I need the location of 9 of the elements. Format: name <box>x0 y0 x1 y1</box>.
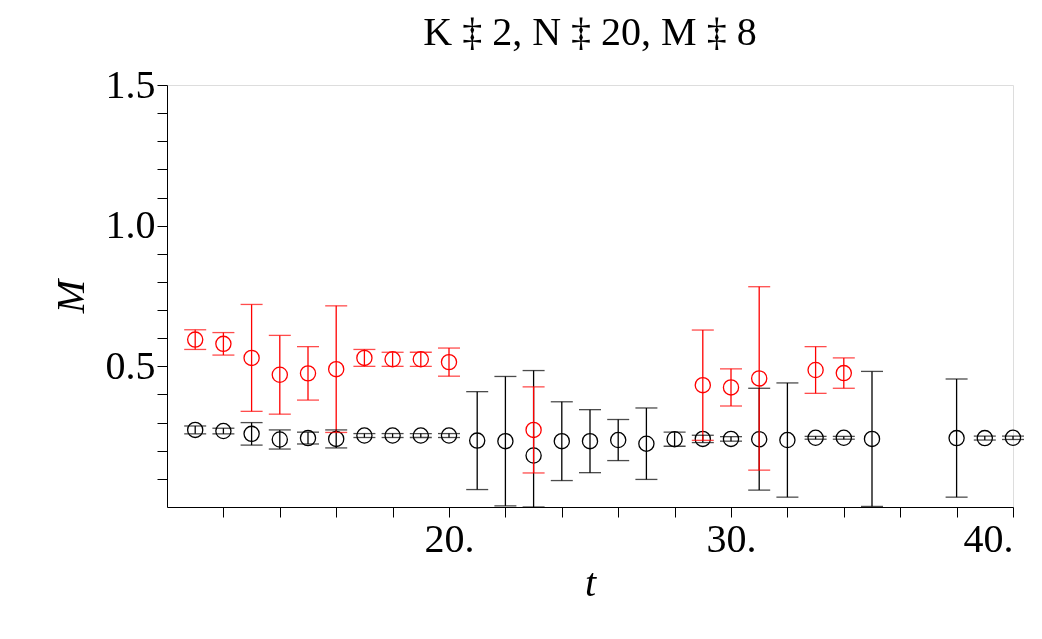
y-tick-label: 0.5 <box>105 342 156 388</box>
x-axis-title: t <box>584 559 597 605</box>
y-tick-label: 1.0 <box>105 202 156 248</box>
chart-title: K ‡ 2, N ‡ 20, M ‡ 8 <box>423 9 757 54</box>
x-tick-label: 40. <box>963 515 1014 561</box>
y-tick-label: 1.5 <box>105 61 156 107</box>
y-axis-title: M <box>47 277 93 315</box>
x-tick-label: 30. <box>706 515 757 561</box>
x-tick-label: 20. <box>424 515 475 561</box>
